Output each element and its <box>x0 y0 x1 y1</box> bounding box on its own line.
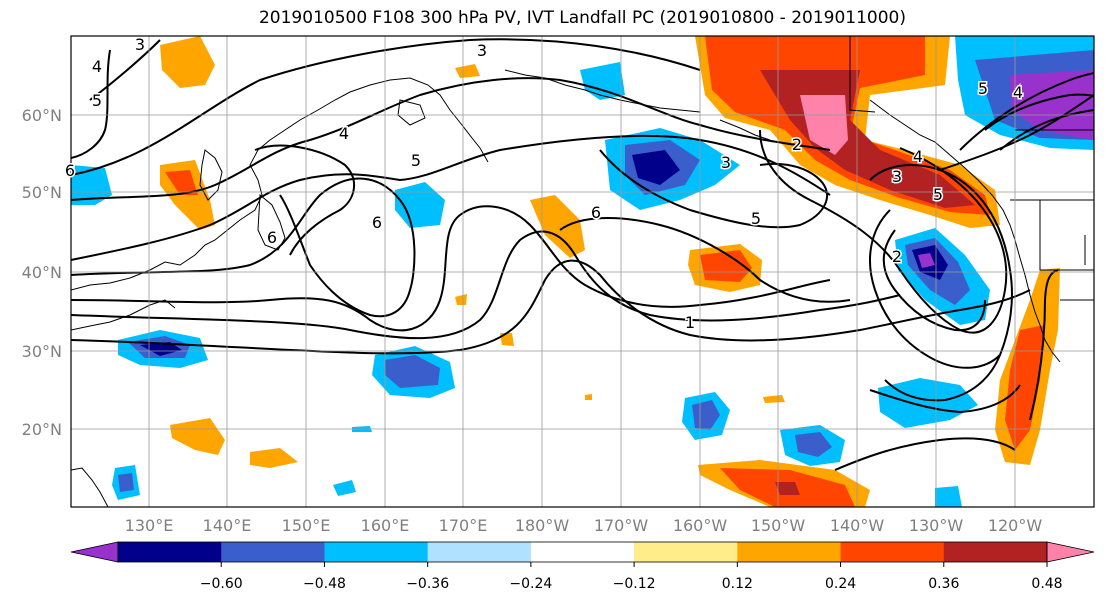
contour-label: 5 <box>92 91 102 110</box>
plot-frame <box>70 35 1095 508</box>
colorbar-segment <box>634 542 738 562</box>
lon-tick-label: 170°E <box>439 516 488 535</box>
contour-label: 1 <box>685 313 695 332</box>
lon-tick-label: 140°E <box>203 516 252 535</box>
lon-tick-label: 150°W <box>751 516 806 535</box>
lon-tick-label: 160°E <box>361 516 410 535</box>
lon-tick-label: 140°W <box>830 516 885 535</box>
colorbar-extend-min <box>70 541 119 563</box>
lat-tick-label: 20°N <box>22 420 62 439</box>
contour-label: 3 <box>477 41 487 60</box>
colorbar-segment <box>221 542 325 562</box>
lon-tick-label: 170°W <box>594 516 649 535</box>
lat-tick-label: 30°N <box>22 342 62 361</box>
contour-label: 4 <box>913 147 923 166</box>
colorbar-segment <box>737 542 842 562</box>
contour-label: 3 <box>721 153 731 172</box>
latitude-axis: 60°N 50°N 40°N 30°N 20°N <box>22 106 62 439</box>
contour-label: 5 <box>978 79 988 98</box>
contour-label: 5 <box>933 185 943 204</box>
colorbar <box>70 541 1095 563</box>
colorbar-tick-label: 0.12 <box>722 576 753 592</box>
contour-label: 4 <box>92 57 102 76</box>
contour-label: 6 <box>267 228 277 247</box>
colorbar-segment <box>324 542 429 562</box>
lon-tick-label: 150°E <box>282 516 331 535</box>
map-title: 2019010500 F108 300 hPa PV, IVT Landfall… <box>258 8 906 28</box>
colorbar-tick-label: −0.36 <box>406 576 449 592</box>
lat-tick-label: 40°N <box>22 263 62 282</box>
colorbar-segment <box>427 542 532 562</box>
colorbar-tick-label: −0.24 <box>509 576 552 592</box>
contour-label: 5 <box>411 151 421 170</box>
colorbar-segment <box>840 542 945 562</box>
colorbar-tick-label: −0.60 <box>200 576 243 592</box>
contour-label: 2 <box>892 247 902 266</box>
colorbar-segment <box>943 542 1048 562</box>
colorbar-segment <box>118 542 222 562</box>
lat-tick-label: 50°N <box>22 183 62 202</box>
colorbar-extend-max <box>1046 541 1095 563</box>
colorbar-tick-label: −0.48 <box>303 576 346 592</box>
colorbar-frame <box>117 541 1048 563</box>
contour-label: 4 <box>1013 83 1023 102</box>
lon-tick-label: 130°E <box>125 516 174 535</box>
coastline <box>71 36 1094 507</box>
colorbar-tick-label: 0.36 <box>928 576 959 592</box>
colorbar-tick-label: 0.24 <box>825 576 856 592</box>
colorbar-tick-labels: −0.60 −0.48 −0.36 −0.24 −0.12 0.12 0.24 0.36 0.4… <box>200 562 1063 592</box>
contour-label: 6 <box>372 213 382 232</box>
lat-tick-label: 60°N <box>22 106 62 125</box>
longitude-axis: 130°E 140°E 150°E 160°E 170°E 180°W 170°W 160°W… <box>125 516 1043 535</box>
contour-label: 3 <box>892 167 902 186</box>
contour-label: 2 <box>792 135 802 154</box>
graticule <box>71 36 1094 507</box>
contour-label: 6 <box>591 203 601 222</box>
contour-label: 3 <box>135 35 145 54</box>
contour-label: 6 <box>65 161 75 180</box>
colorbar-tick-label: 0.48 <box>1031 576 1062 592</box>
lon-tick-label: 130°W <box>909 516 964 535</box>
colorbar-segment <box>530 542 635 562</box>
contour-label: 4 <box>339 124 349 143</box>
contour-label: 5 <box>751 209 761 228</box>
lon-tick-label: 160°W <box>673 516 728 535</box>
colorbar-tick-label: −0.12 <box>613 576 656 592</box>
lon-tick-label: 180°W <box>515 516 570 535</box>
lon-tick-label: 120°W <box>988 516 1043 535</box>
